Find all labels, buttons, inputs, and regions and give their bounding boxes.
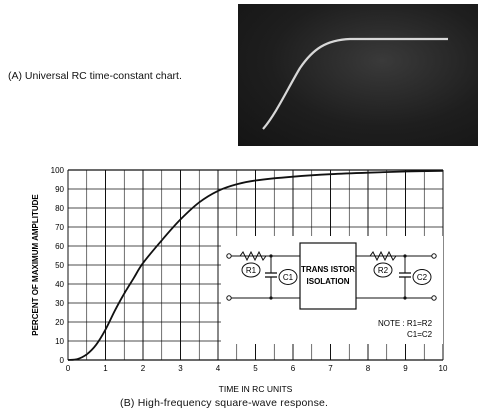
- box-line1: TRANS ISTOR: [301, 265, 355, 274]
- x-tick-label: 1: [103, 364, 108, 373]
- x-tick-label: 6: [291, 364, 296, 373]
- x-tick-label: 5: [253, 364, 258, 373]
- y-tick-label: 100: [51, 166, 65, 175]
- x-axis-label: TIME IN RC UNITS: [219, 384, 293, 394]
- box-line2: ISOLATION: [307, 277, 350, 286]
- x-tick-label: 7: [328, 364, 333, 373]
- r1-label: R1: [246, 266, 257, 275]
- y-tick-label: 50: [55, 261, 64, 270]
- x-tick-label: 8: [366, 364, 371, 373]
- r2-label: R2: [378, 266, 389, 275]
- y-tick-label: 60: [55, 242, 64, 251]
- scope-trace: [262, 37, 448, 130]
- resistor-r1-symbol: [239, 250, 267, 262]
- x-tick-label: 2: [141, 364, 146, 373]
- rc-time-constant-chart: 0 1 2 3 4 5 6 7 8 9 10 0 10 20 30 40 50 60 70 80 90 100 PERCE…: [0, 160, 483, 396]
- x-tick-label: 4: [216, 364, 221, 373]
- oscilloscope-photo: [238, 4, 478, 146]
- y-tick-label: 40: [55, 280, 64, 289]
- y-tick-label: 10: [55, 337, 64, 346]
- note-line1: NOTE : R1=R2: [378, 319, 433, 328]
- note-line2: C1=C2: [407, 330, 433, 339]
- caption-a: (A) Universal RC time-constant chart.: [8, 70, 182, 82]
- x-tick-label: 0: [66, 364, 71, 373]
- x-tick-label: 9: [403, 364, 408, 373]
- caption-b: (B) High-frequency square-wave response.: [120, 397, 329, 409]
- resistor-r2-symbol: [369, 250, 397, 262]
- y-axis-label: PERCENT OF MAXIMUM AMPLITUDE: [31, 194, 40, 336]
- transistor-isolation-box: [299, 242, 357, 310]
- y-tick-label: 70: [55, 223, 64, 232]
- c1-label: C1: [283, 273, 294, 282]
- c2-label: C2: [417, 273, 428, 282]
- x-tick-label: 10: [439, 364, 448, 373]
- y-tick-label: 30: [55, 299, 64, 308]
- y-tick-label: 20: [55, 318, 64, 327]
- response-curve: [67, 170, 444, 361]
- x-tick-label: 3: [178, 364, 183, 373]
- y-tick-label: 80: [55, 204, 64, 213]
- circuit-inset: R1 C1 TRANS ISTOR ISOLATION R2: [221, 236, 443, 344]
- y-tick-label: 90: [55, 185, 64, 194]
- y-tick-label: 0: [60, 356, 65, 365]
